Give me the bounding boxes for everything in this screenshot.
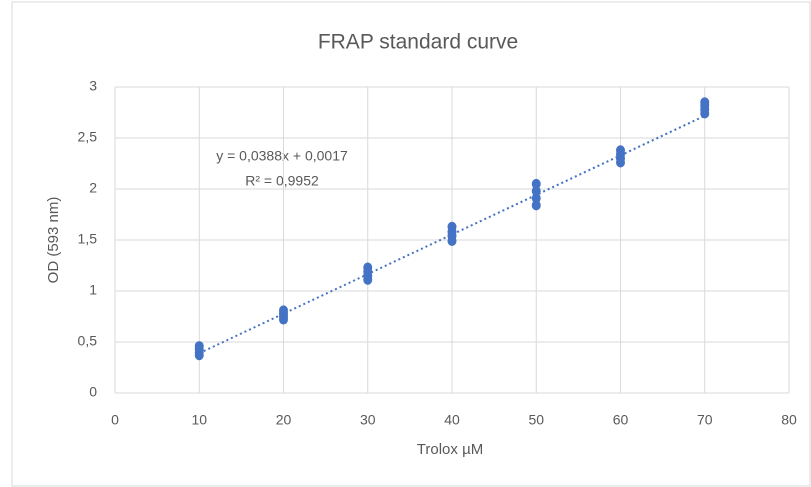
trendline-r2: R² = 0,9952	[245, 173, 319, 189]
x-tick-label: 0	[111, 412, 119, 428]
trendline-equation: y = 0,0388x + 0,0017	[216, 148, 348, 164]
data-point	[447, 221, 457, 232]
chart-border	[11, 1, 811, 487]
y-tick-label: 2,5	[78, 129, 98, 145]
x-tick-label: 10	[191, 412, 207, 428]
data-point	[700, 97, 710, 108]
data-point	[194, 341, 204, 352]
y-tick-label: 1,5	[78, 231, 98, 247]
x-tick-label: 70	[697, 412, 713, 428]
data-point	[363, 262, 373, 273]
y-tick-label: 3	[89, 78, 97, 94]
x-tick-label: 50	[528, 412, 544, 428]
x-axis-title: Trolox µM	[417, 441, 483, 458]
x-tick-label: 60	[613, 412, 629, 428]
x-tick-label: 30	[360, 412, 376, 428]
x-tick-label: 80	[781, 412, 797, 428]
data-point	[279, 305, 288, 316]
y-tick-label: 2	[89, 180, 97, 196]
data-point	[531, 193, 541, 204]
chart-title: FRAP standard curve	[318, 31, 518, 54]
data-point	[531, 178, 541, 189]
data-point	[531, 200, 541, 211]
x-tick-label: 40	[444, 412, 460, 428]
data-point	[616, 145, 625, 156]
y-tick-label: 1	[89, 282, 97, 298]
y-tick-label: 0,5	[78, 333, 98, 349]
y-axis-title: OD (593 nm)	[45, 197, 62, 284]
y-tick-label: 0	[89, 384, 97, 400]
data-point	[531, 186, 541, 197]
x-tick-label: 20	[276, 412, 292, 428]
